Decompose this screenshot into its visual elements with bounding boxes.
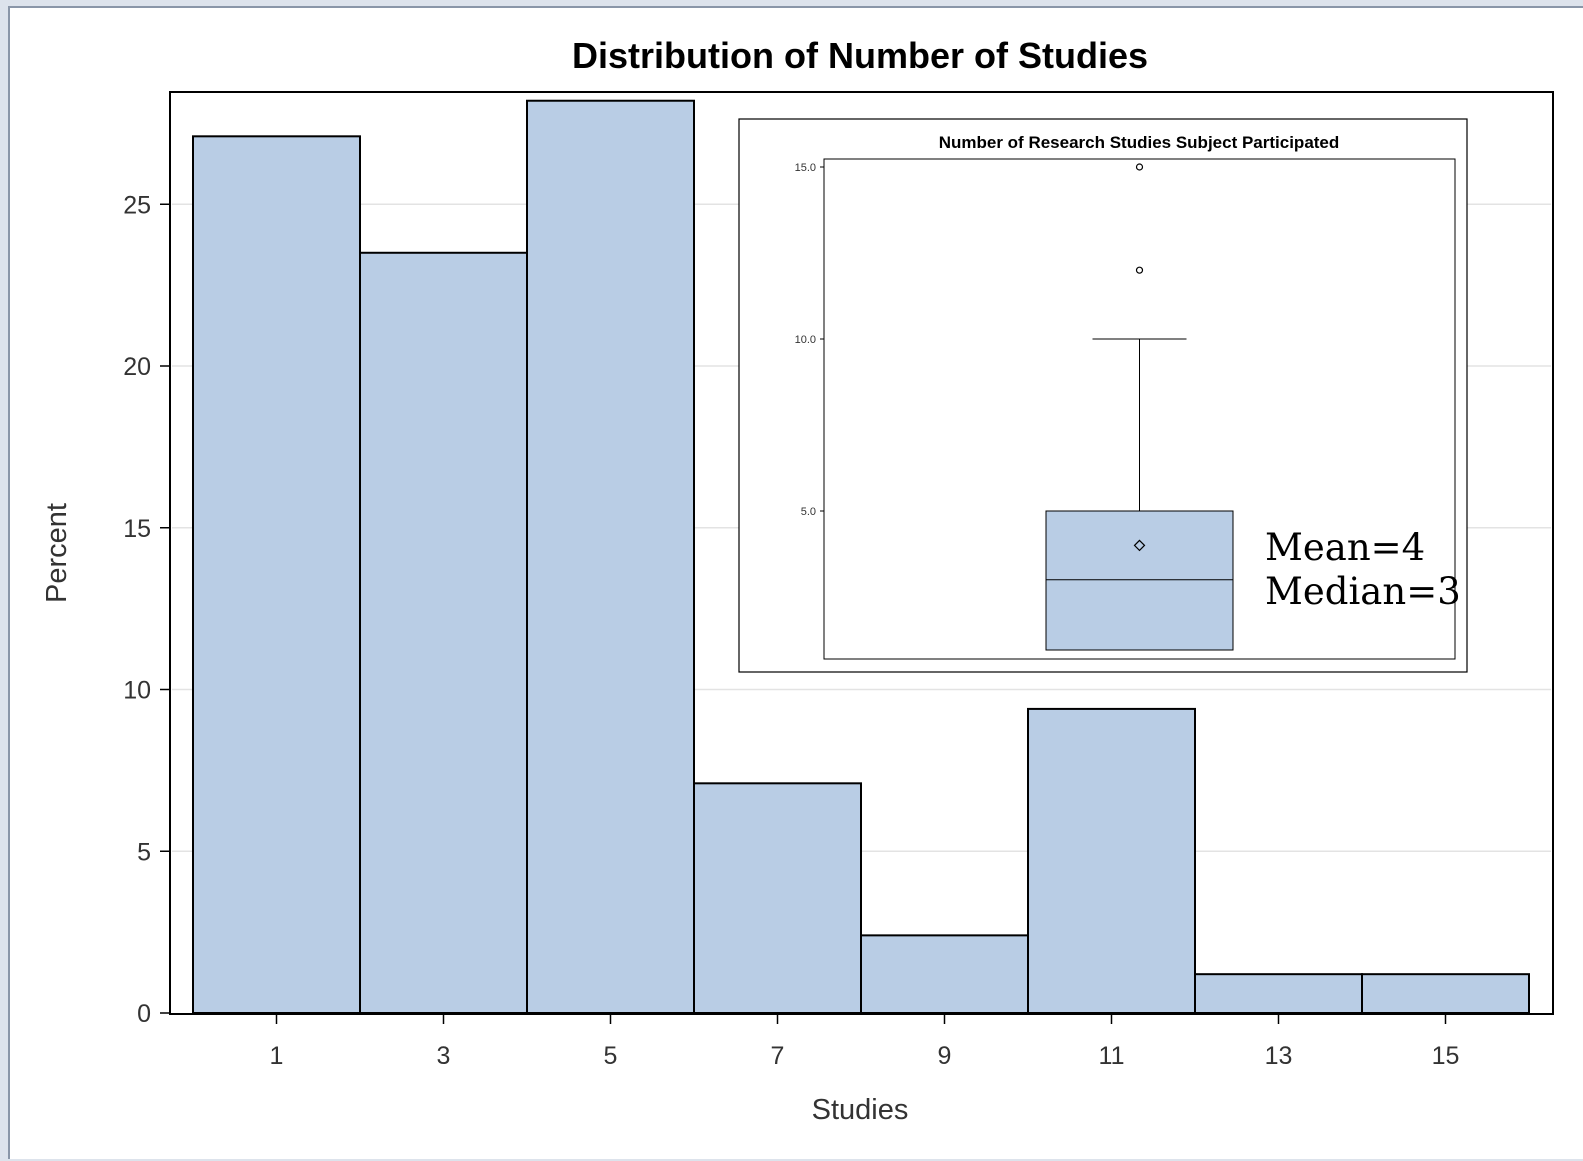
y-tick-label: 15 xyxy=(123,515,151,543)
annotation-median: Median=3 xyxy=(1265,570,1461,613)
histogram-bar xyxy=(860,934,1029,1014)
y-axis: 0 5 10 15 20 25 xyxy=(123,191,170,1028)
mean-marker xyxy=(1133,539,1146,552)
histogram-bars xyxy=(192,99,1530,1015)
plot-area-border xyxy=(169,91,1554,1015)
x-tick-label: 1 xyxy=(270,1042,284,1070)
y-tick-label: 20 xyxy=(123,353,151,381)
y-tick-label: 25 xyxy=(123,191,151,219)
outlier-point xyxy=(1135,163,1144,171)
chart-frame: Distribution of Number of Studies 0 5 10 15… xyxy=(8,6,1583,1159)
x-axis: 1 3 5 7 9 11 13 15 xyxy=(270,1014,1460,1070)
inset-y-tick-label: 5.0 xyxy=(801,506,816,518)
y-tick-label: 5 xyxy=(137,838,151,866)
y-tick-label: 0 xyxy=(137,1000,151,1028)
x-tick-label: 11 xyxy=(1099,1042,1125,1070)
inset-plot-border xyxy=(823,158,1456,660)
boxplot-inset: Number of Research Studies Subject Parti… xyxy=(738,118,1468,673)
histogram-bar xyxy=(1027,707,1196,1014)
x-tick-label: 9 xyxy=(938,1042,952,1070)
chart-title: Distribution of Number of Studies xyxy=(572,35,1148,76)
histogram-bar xyxy=(1194,973,1363,1014)
inset-title: Number of Research Studies Subject Parti… xyxy=(939,133,1340,152)
annotation-mean: Mean=4 xyxy=(1265,526,1425,569)
x-axis-label: Studies xyxy=(812,1094,909,1126)
histogram-bar xyxy=(1361,973,1530,1014)
histogram-bar xyxy=(693,782,862,1014)
x-tick-label: 7 xyxy=(771,1042,785,1070)
inset-y-tick-label: 10.0 xyxy=(795,334,816,346)
histogram-bar xyxy=(192,135,361,1014)
x-tick-label: 15 xyxy=(1432,1042,1460,1070)
histogram-bar xyxy=(359,251,528,1014)
outlier-point xyxy=(1135,266,1144,274)
y-tick-label: 10 xyxy=(123,677,151,705)
y-axis-label: Percent xyxy=(41,503,73,603)
x-tick-label: 5 xyxy=(604,1042,618,1070)
inset-y-tick-label: 15.0 xyxy=(795,162,816,174)
chart-canvas: Distribution of Number of Studies 051015… xyxy=(41,35,1554,1126)
histogram-bar xyxy=(526,99,695,1015)
inset-y-axis: 5.0 10.0 15.0 xyxy=(795,162,824,518)
inset-box xyxy=(1045,163,1234,651)
box xyxy=(1045,510,1234,651)
x-tick-label: 3 xyxy=(437,1042,451,1070)
x-tick-label: 13 xyxy=(1265,1042,1293,1070)
